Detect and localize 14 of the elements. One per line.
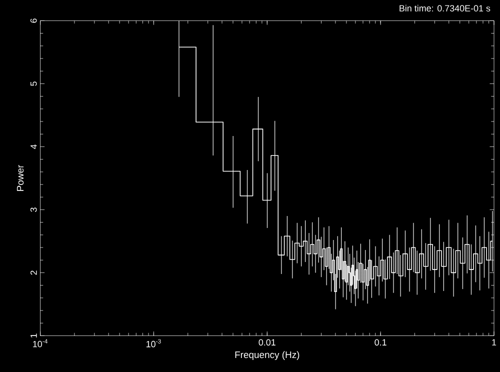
x-tick-label: 0.1 bbox=[374, 339, 386, 346]
y-tick-label: 5 bbox=[30, 82, 37, 86]
x-tick-label: 10$^{-4}$ bbox=[33, 339, 48, 348]
x-tick-label: 1 bbox=[492, 339, 496, 346]
x-tick-label: 0.01 bbox=[258, 339, 276, 346]
y-tick-label: 4 bbox=[30, 144, 37, 149]
y-tick-label: 6 bbox=[30, 18, 37, 23]
x-axis-title: Frequency (Hz) bbox=[235, 351, 300, 360]
x-tick-label: 10$^{-3}$ bbox=[146, 339, 161, 348]
text: Bin time: 0.7340E-01 s bbox=[400, 4, 490, 12]
y-tick-label: 1 bbox=[30, 334, 37, 338]
y-tick-label: 3 bbox=[30, 208, 37, 212]
y-tick-label: 2 bbox=[30, 270, 37, 275]
y-axis-title: Power bbox=[16, 164, 24, 191]
